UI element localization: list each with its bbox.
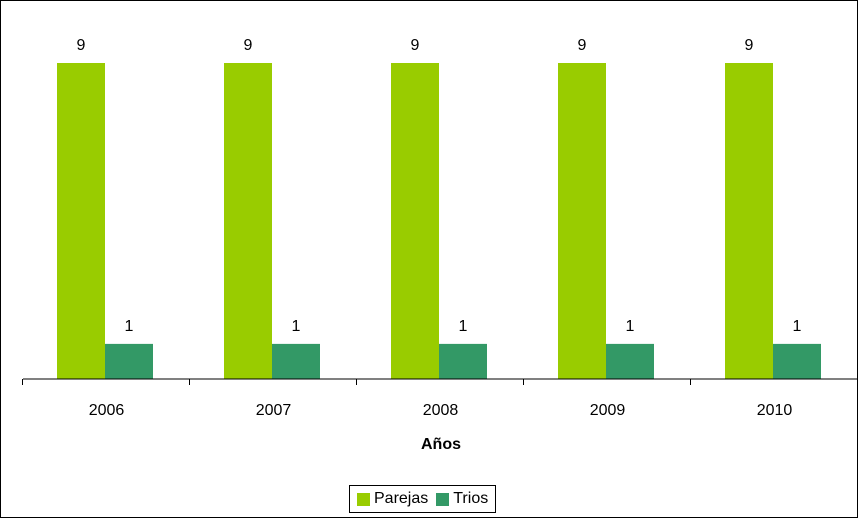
data-label-trios-2009: 1 xyxy=(626,318,635,335)
data-label-trios-2006: 1 xyxy=(125,318,134,335)
data-label-parejas-2008: 9 xyxy=(411,37,420,54)
legend: Parejas Trios xyxy=(349,485,496,513)
data-label-parejas-2010: 9 xyxy=(745,37,754,54)
x-axis: 2006 2007 2008 2009 2010 xyxy=(23,379,858,419)
bar-parejas-2007 xyxy=(224,63,272,379)
bars-group xyxy=(57,63,821,379)
legend-label-parejas: Parejas xyxy=(374,490,428,508)
bar-trios-2009 xyxy=(606,344,654,379)
bar-trios-2010 xyxy=(773,344,821,379)
data-label-parejas-2007: 9 xyxy=(244,37,253,54)
data-label-trios-2007: 1 xyxy=(292,318,301,335)
data-label-trios-2008: 1 xyxy=(459,318,468,335)
bar-trios-2007 xyxy=(272,344,320,379)
x-tick-label-2007: 2007 xyxy=(256,402,292,419)
legend-swatch-trios xyxy=(436,493,449,506)
bar-trios-2006 xyxy=(105,344,153,379)
x-tick-label-2010: 2010 xyxy=(757,402,793,419)
data-label-parejas-2009: 9 xyxy=(578,37,587,54)
x-axis-title: Años xyxy=(421,436,461,453)
legend-swatch-parejas xyxy=(357,493,370,506)
data-label-trios-2010: 1 xyxy=(793,318,802,335)
legend-item-trios: Trios xyxy=(436,490,488,508)
legend-label-trios: Trios xyxy=(453,490,488,508)
data-label-parejas-2006: 9 xyxy=(77,37,86,54)
bar-parejas-2010 xyxy=(725,63,773,379)
data-labels-group: 9 1 9 1 9 1 9 1 9 1 xyxy=(77,37,802,335)
bar-parejas-2006 xyxy=(57,63,105,379)
bar-parejas-2008 xyxy=(391,63,439,379)
legend-item-parejas: Parejas xyxy=(357,490,428,508)
x-tick-label-2006: 2006 xyxy=(89,402,125,419)
bar-trios-2008 xyxy=(439,344,487,379)
x-tick-label-2009: 2009 xyxy=(590,402,626,419)
x-tick-label-2008: 2008 xyxy=(423,402,459,419)
bar-parejas-2009 xyxy=(558,63,606,379)
